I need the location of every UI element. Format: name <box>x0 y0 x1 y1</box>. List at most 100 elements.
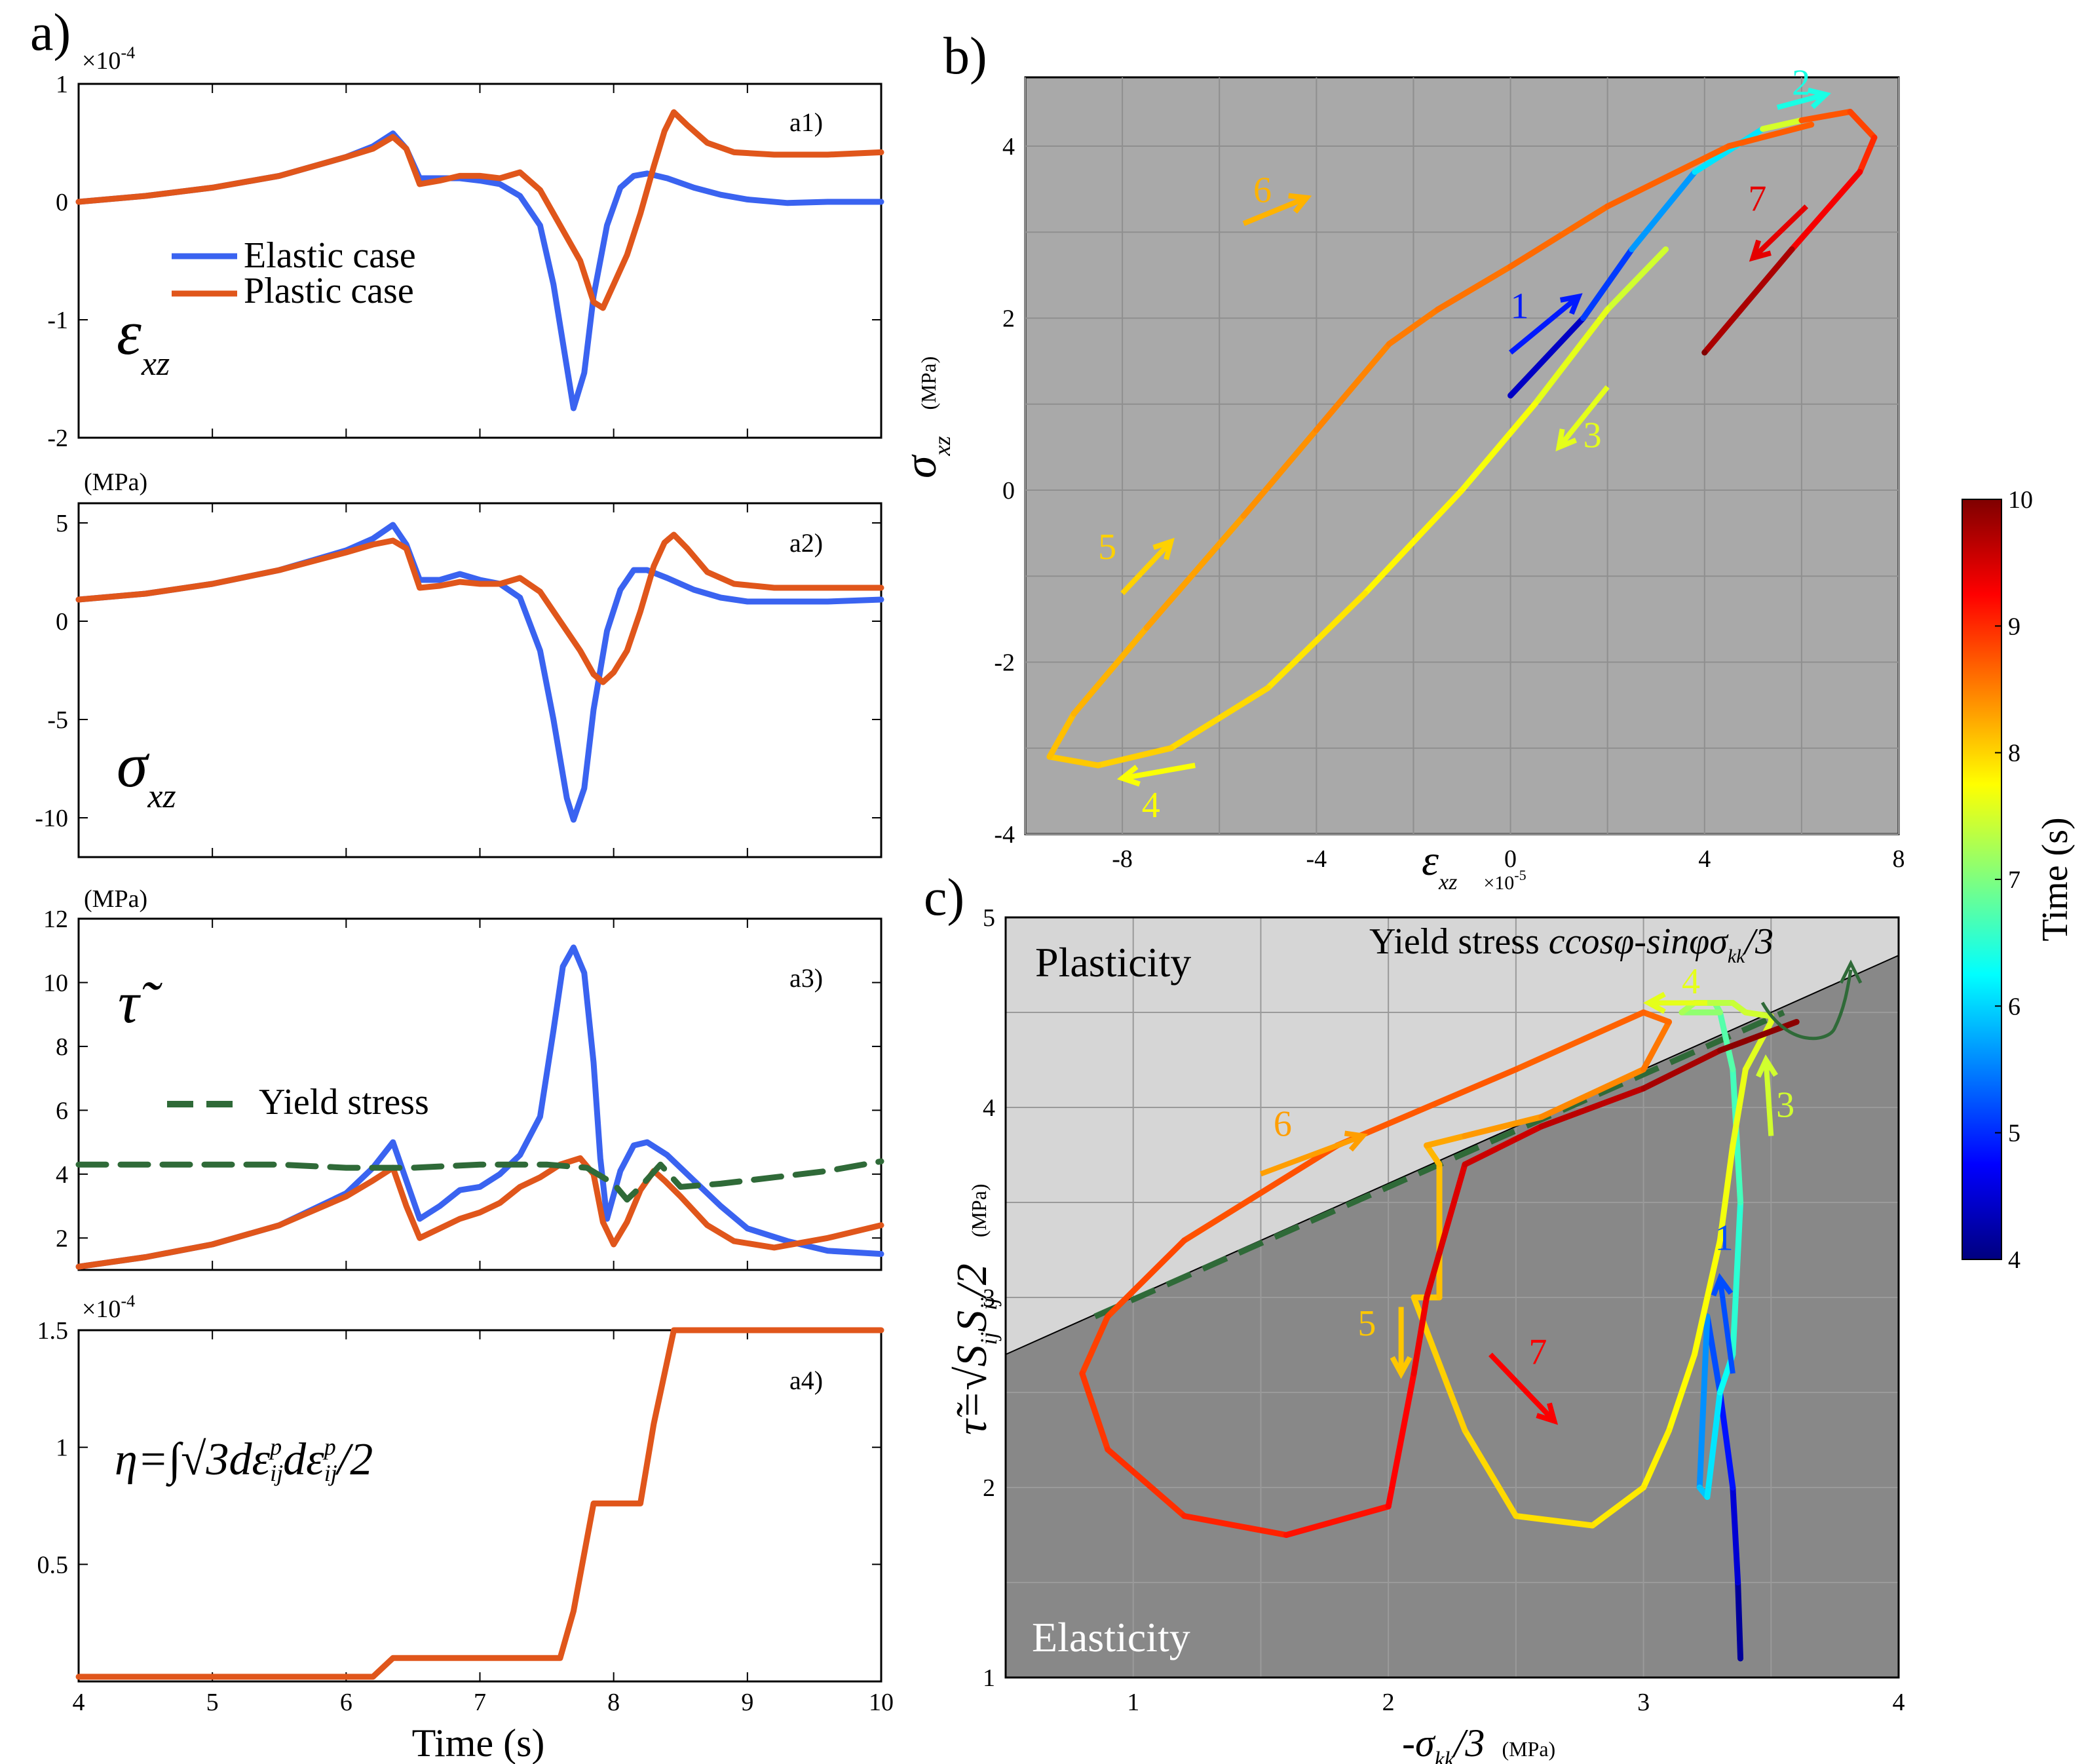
path-segment <box>1604 246 1669 313</box>
colorbar-title: Time (s) <box>2035 817 2076 941</box>
path-segment <box>1730 1066 1749 1149</box>
x-tick-label: 4 <box>73 1689 85 1716</box>
path-segment <box>1847 109 1878 141</box>
path-segment <box>1730 1484 1741 1586</box>
eta-definition: η=∫√3dεp ijdεp ij/2 <box>115 1434 373 1487</box>
path-segment <box>1629 168 1698 252</box>
y-tick-label: 1.5 <box>37 1317 69 1345</box>
path-segment <box>1167 685 1271 752</box>
stage-label: 5 <box>1357 1303 1376 1344</box>
panel-label-a4: a4) <box>789 1366 823 1395</box>
path-segment <box>1704 1389 1723 1500</box>
stage-label: 6 <box>1253 170 1272 210</box>
y-tick-label: 0 <box>56 189 68 216</box>
path-segment <box>1538 1066 1647 1120</box>
y-tick-label: 2 <box>983 1474 995 1502</box>
x-tick-label: 3 <box>1637 1689 1650 1716</box>
y-axis-title-b: σxz(MPa) <box>896 356 955 478</box>
stage-label: 4 <box>1142 785 1160 826</box>
series-elastic-case <box>75 522 884 823</box>
multiplier-a1: ×10-4 <box>82 43 135 75</box>
series-yield-stress <box>75 1158 884 1203</box>
arrow-head <box>1390 1356 1413 1379</box>
arrow-head <box>1344 1130 1369 1152</box>
path-segment <box>1716 1009 1736 1073</box>
path-segment <box>1143 512 1247 631</box>
stage-label: 3 <box>1583 415 1602 455</box>
x-tick-label: 8 <box>1893 845 1905 873</box>
path-segment <box>1411 1294 1430 1377</box>
path-segment <box>1730 1199 1744 1358</box>
unit-a3: (MPa) <box>84 885 147 913</box>
colorbar-tick-label: 10 <box>2008 486 2033 514</box>
y-tick-label: 2 <box>56 1225 68 1252</box>
panel-label-a2: a2) <box>789 528 823 558</box>
path-segment <box>1640 1047 1723 1092</box>
series-plastic-case <box>75 531 884 685</box>
stage-label: 1 <box>1715 1218 1734 1259</box>
x-tick-label: 8 <box>607 1689 620 1716</box>
path-segment <box>1640 1427 1673 1491</box>
path-segment <box>1580 246 1635 321</box>
x-axis-title-b: εxz ×10-5 <box>1422 837 1527 894</box>
y-tick-label: 4 <box>983 1094 995 1122</box>
direction-arrow <box>1776 92 1827 110</box>
path-segment <box>1240 427 1319 519</box>
path-segment <box>1264 590 1368 691</box>
x-axis-title-a: Time (s) <box>412 1721 545 1764</box>
direction-arrow <box>1751 204 1809 260</box>
axes-a4 <box>77 1329 882 1683</box>
path-segment <box>1701 246 1795 356</box>
panel-label-a: a) <box>30 4 71 62</box>
path-segment <box>1071 624 1150 717</box>
path-segment <box>1538 1085 1647 1130</box>
path-segment <box>1742 1009 1774 1020</box>
unit-a2: (MPa) <box>84 469 147 496</box>
path-segment <box>1589 1484 1647 1529</box>
legend-elastic-label: Elastic case <box>244 235 416 276</box>
x-tick-label: 9 <box>741 1689 753 1716</box>
x-tick-label: 4 <box>1893 1689 1905 1716</box>
arrow-head <box>1756 1054 1778 1078</box>
chart-a2: -10 -5 0 5 (MPa) a2) σxz <box>35 469 884 858</box>
y-tick-label: 1 <box>56 71 68 98</box>
y-tick-label: 5 <box>983 904 995 932</box>
stage-label: 3 <box>1776 1085 1794 1126</box>
path-segment <box>1385 1370 1417 1510</box>
arrow-head <box>1152 537 1175 560</box>
path-segment <box>1105 1446 1188 1519</box>
path-segment <box>1513 1513 1596 1529</box>
path-segment <box>1640 1009 1673 1025</box>
path-segment <box>1105 1237 1188 1320</box>
path-segment <box>1691 1237 1723 1358</box>
axes-c <box>1004 916 1900 1679</box>
stage-label: 5 <box>1098 527 1116 567</box>
chart-b: -8 -4 0 4 8 -4 -2 0 2 4 1 2 3 4 5 6 7 σxz(MPa) εxz ×10-5 <box>896 62 1905 894</box>
arrow-head <box>1555 429 1578 451</box>
colorbar-tick-label: 4 <box>2008 1246 2020 1274</box>
path-segment <box>1313 341 1392 433</box>
path-segment <box>1735 1579 1744 1662</box>
axes-a3 <box>77 917 882 1271</box>
y-tick-label: -10 <box>35 805 68 832</box>
stage-label: 7 <box>1748 178 1766 219</box>
path-segment <box>1046 754 1101 769</box>
arrow-head <box>1711 1273 1734 1297</box>
panel-label-a1: a1) <box>789 107 823 137</box>
colorbar-tick-label: 8 <box>2008 740 2020 767</box>
path-segment <box>1386 306 1441 347</box>
sigma-xz-symbol: σxz <box>117 730 176 815</box>
arrow-head <box>1536 1402 1559 1425</box>
stage-label: 7 <box>1528 1332 1547 1373</box>
direction-arrow <box>1260 1133 1364 1177</box>
series-elastic-case <box>75 944 884 1270</box>
path-segment <box>1508 203 1611 270</box>
stage-label: 4 <box>1682 961 1700 1002</box>
y-tick-label: -1 <box>47 307 68 334</box>
arrow-head <box>1288 193 1312 214</box>
x-axis-title-c: -σkk/3 (MPa) <box>1402 1721 1555 1764</box>
y-tick-label: 10 <box>43 969 68 997</box>
path-segment <box>1604 143 1732 210</box>
path-segment <box>1181 1513 1289 1538</box>
path-segment <box>1513 1009 1647 1073</box>
